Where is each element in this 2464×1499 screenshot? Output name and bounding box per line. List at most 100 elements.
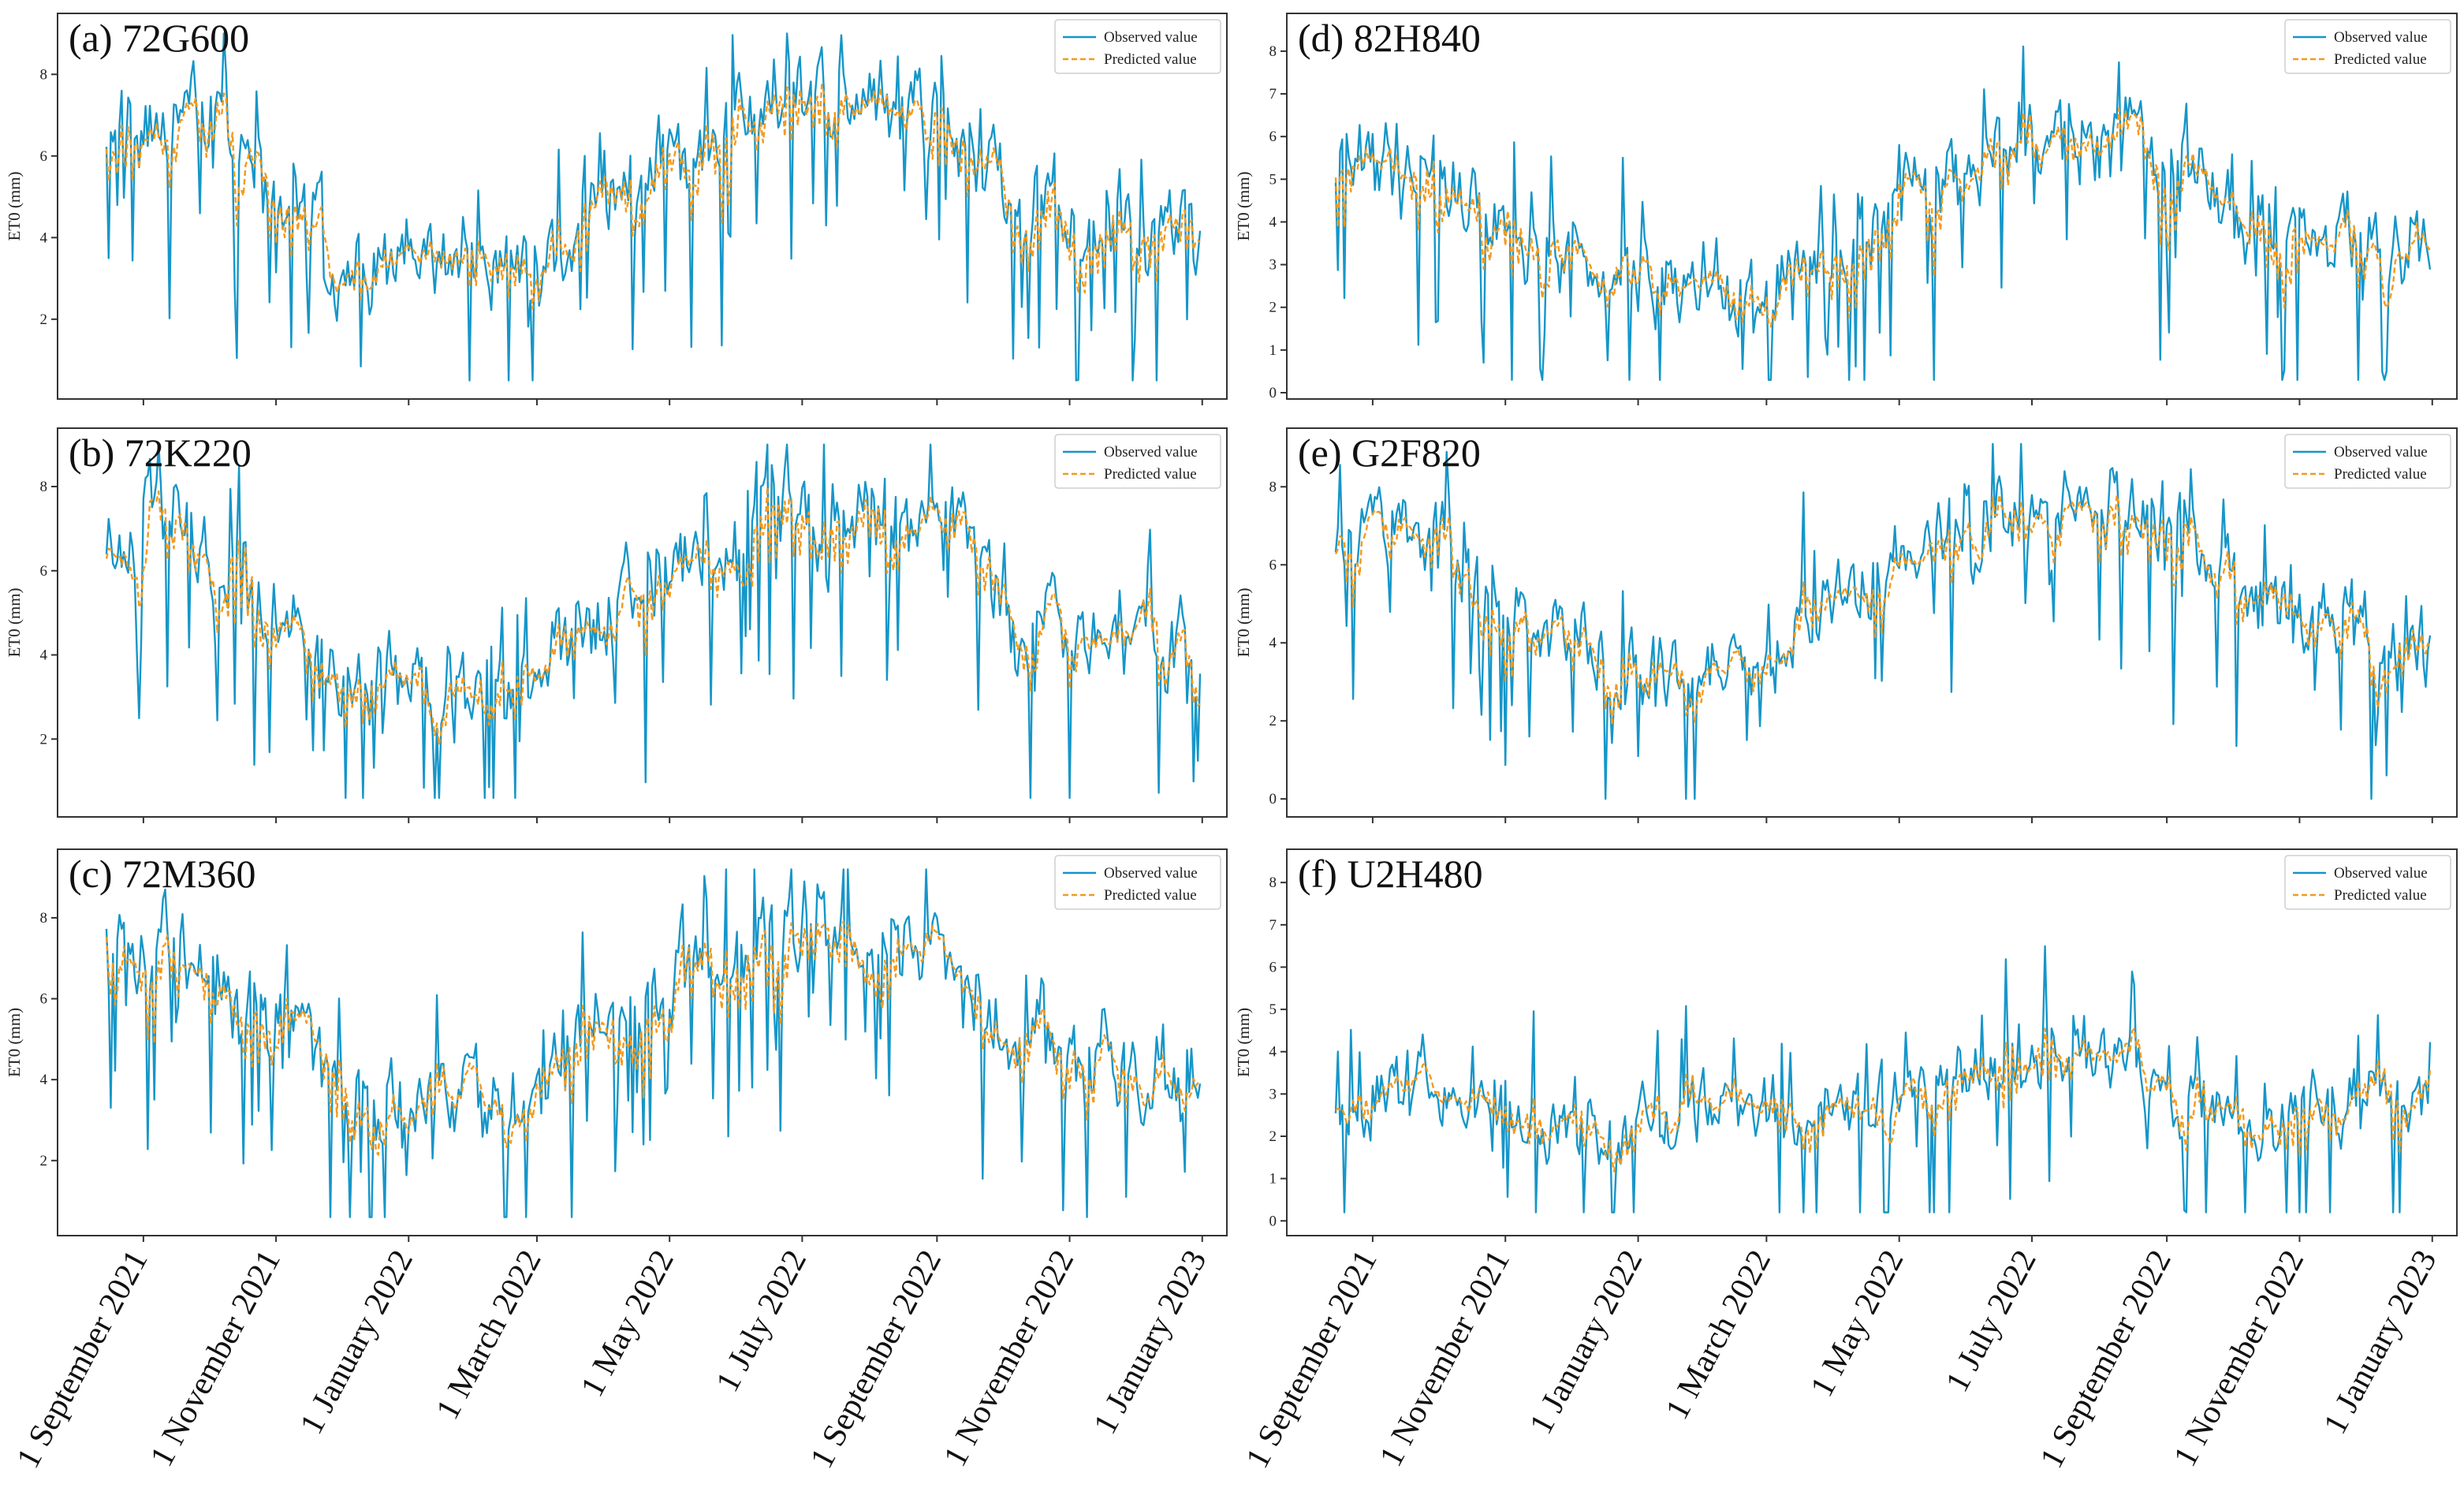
legend-label-predicted: Predicted value — [2334, 466, 2427, 483]
x-tick-label: 1 November 2021 — [144, 1244, 288, 1472]
y-tick-label: 6 — [40, 563, 48, 580]
legend-label-observed: Observed value — [2334, 29, 2428, 46]
y-tick-label: 2 — [1269, 1128, 1277, 1145]
legend-label-predicted: Predicted value — [1104, 51, 1197, 68]
y-tick-label: 1 — [1269, 1171, 1277, 1188]
y-tick-label: 4 — [1269, 1044, 1277, 1061]
y-tick-label: 0 — [1269, 791, 1277, 807]
chart-panel-0: 2 4 6 8 ET0 (mm) (a) 72G600 Observed value Pred… — [5, 13, 1228, 405]
series-line-observed — [1334, 442, 2432, 800]
y-tick-label: 7 — [1269, 86, 1277, 103]
chart-panel-1: 2 4 6 8 ET0 (mm) (b) 72K220 Observed value Pred… — [5, 427, 1228, 823]
x-tick-label: 1 May 2022 — [574, 1244, 681, 1403]
series-line-observed — [105, 32, 1202, 382]
y-tick-label: 8 — [40, 910, 48, 927]
x-tick-label: 1 May 2022 — [1804, 1244, 1911, 1403]
y-tick-label: 7 — [1269, 917, 1277, 934]
x-tick-label: 1 January 2023 — [1087, 1244, 1213, 1440]
y-axis-label: ET0 (mm) — [5, 1008, 24, 1077]
legend-label-observed: Observed value — [1104, 865, 1198, 882]
x-tick-label: 1 September 2022 — [803, 1244, 949, 1474]
chart-title: (e) G2F820 — [1298, 431, 1481, 475]
chart-title: (a) 72G600 — [69, 16, 249, 60]
series-line-predicted — [105, 920, 1201, 1156]
legend-label-observed: Observed value — [1104, 444, 1198, 461]
series-line-observed — [1334, 45, 2432, 381]
series-line-observed — [105, 868, 1202, 1218]
series-line-observed — [105, 443, 1202, 800]
legend-box — [1054, 434, 1221, 489]
x-tick-label: 1 March 2022 — [430, 1244, 549, 1426]
y-axis-label: ET0 (mm) — [1234, 171, 1253, 241]
plot-frame — [57, 427, 1228, 818]
y-tick-label: 4 — [1269, 214, 1277, 230]
y-tick-label: 4 — [40, 1072, 48, 1088]
chart-panel-3: 0 1 2 3 4 5 6 7 8 ET0 (mm) (d) 82H840 Observed valu… — [1234, 13, 2458, 405]
legend-box — [2284, 19, 2451, 74]
x-tick-label: 1 November 2021 — [1373, 1244, 1517, 1472]
x-tick-label: 1 July 2022 — [710, 1244, 814, 1398]
x-tick-label: 1 July 2022 — [1939, 1244, 2044, 1398]
y-tick-label: 2 — [1269, 300, 1277, 316]
y-tick-label: 6 — [1269, 959, 1277, 975]
y-tick-label: 0 — [1269, 1213, 1277, 1229]
y-tick-label: 6 — [1269, 129, 1277, 145]
y-tick-label: 8 — [1269, 874, 1277, 891]
plot-frame — [1286, 13, 2458, 400]
y-tick-label: 6 — [1269, 557, 1277, 573]
y-tick-label: 6 — [40, 148, 48, 165]
chart-panel-2: 2 4 6 8 ET0 (mm) (c) 72M360 Observed value Pred… — [5, 848, 1228, 1475]
legend-label-observed: Observed value — [2334, 865, 2428, 882]
chart-panel-4: 0 2 4 6 8 ET0 (mm) (e) G2F820 Observed value Pre… — [1234, 427, 2458, 823]
series-line-predicted — [105, 486, 1201, 746]
y-tick-label: 1 — [1269, 342, 1277, 359]
plot-frame — [57, 848, 1228, 1236]
legend-box — [1054, 19, 1221, 74]
y-tick-label: 4 — [40, 229, 48, 246]
chart-title: (b) 72K220 — [69, 431, 252, 475]
y-tick-label: 8 — [1269, 479, 1277, 495]
plot-frame — [57, 13, 1228, 400]
x-tick-label: 1 November 2022 — [937, 1244, 1081, 1472]
x-tick-label: 1 September 2021 — [1239, 1244, 1385, 1474]
chart-title: (c) 72M360 — [69, 852, 255, 896]
plot-frame — [1286, 427, 2458, 818]
y-tick-label: 8 — [40, 66, 48, 83]
series-line-predicted — [1335, 1027, 2432, 1173]
y-tick-label: 6 — [40, 991, 48, 1008]
y-axis-label: ET0 (mm) — [1234, 1008, 1253, 1077]
y-axis-label: ET0 (mm) — [1234, 587, 1253, 657]
series-line-observed — [1334, 945, 2432, 1214]
series-line-predicted — [1334, 107, 2431, 328]
legend-label-predicted: Predicted value — [1104, 466, 1197, 483]
y-tick-label: 2 — [40, 731, 48, 748]
legend-label-predicted: Predicted value — [2334, 887, 2427, 904]
y-tick-label: 3 — [1269, 1086, 1277, 1102]
legend-label-predicted: Predicted value — [2334, 51, 2427, 68]
legend-box — [2284, 855, 2451, 910]
y-tick-label: 2 — [1269, 713, 1277, 729]
chart-panel-5: 0 1 2 3 4 5 6 7 8 ET0 (mm) (f) U2H480 Observed valu… — [1234, 848, 2458, 1475]
y-tick-label: 5 — [1269, 171, 1277, 188]
chart-title: (f) U2H480 — [1298, 852, 1483, 896]
x-tick-label: 1 November 2022 — [2167, 1244, 2311, 1472]
y-axis-label: ET0 (mm) — [5, 587, 24, 657]
y-axis-label: ET0 (mm) — [5, 171, 24, 241]
legend-label-observed: Observed value — [2334, 444, 2428, 461]
y-tick-label: 2 — [40, 1153, 48, 1169]
y-tick-label: 4 — [40, 647, 48, 664]
y-tick-label: 8 — [1269, 43, 1277, 60]
x-tick-label: 1 January 2022 — [293, 1244, 420, 1440]
y-tick-label: 4 — [1269, 635, 1277, 651]
series-line-predicted — [105, 84, 1201, 310]
legend-box — [2284, 434, 2451, 489]
y-tick-label: 2 — [40, 311, 48, 328]
legend-label-observed: Observed value — [1104, 29, 1198, 46]
y-tick-label: 0 — [1269, 385, 1277, 401]
series-line-predicted — [1334, 494, 2432, 726]
x-tick-label: 1 September 2022 — [2033, 1244, 2179, 1474]
legend-label-predicted: Predicted value — [1104, 887, 1197, 904]
x-tick-label: 1 January 2023 — [2317, 1244, 2443, 1440]
y-tick-label: 3 — [1269, 257, 1277, 274]
